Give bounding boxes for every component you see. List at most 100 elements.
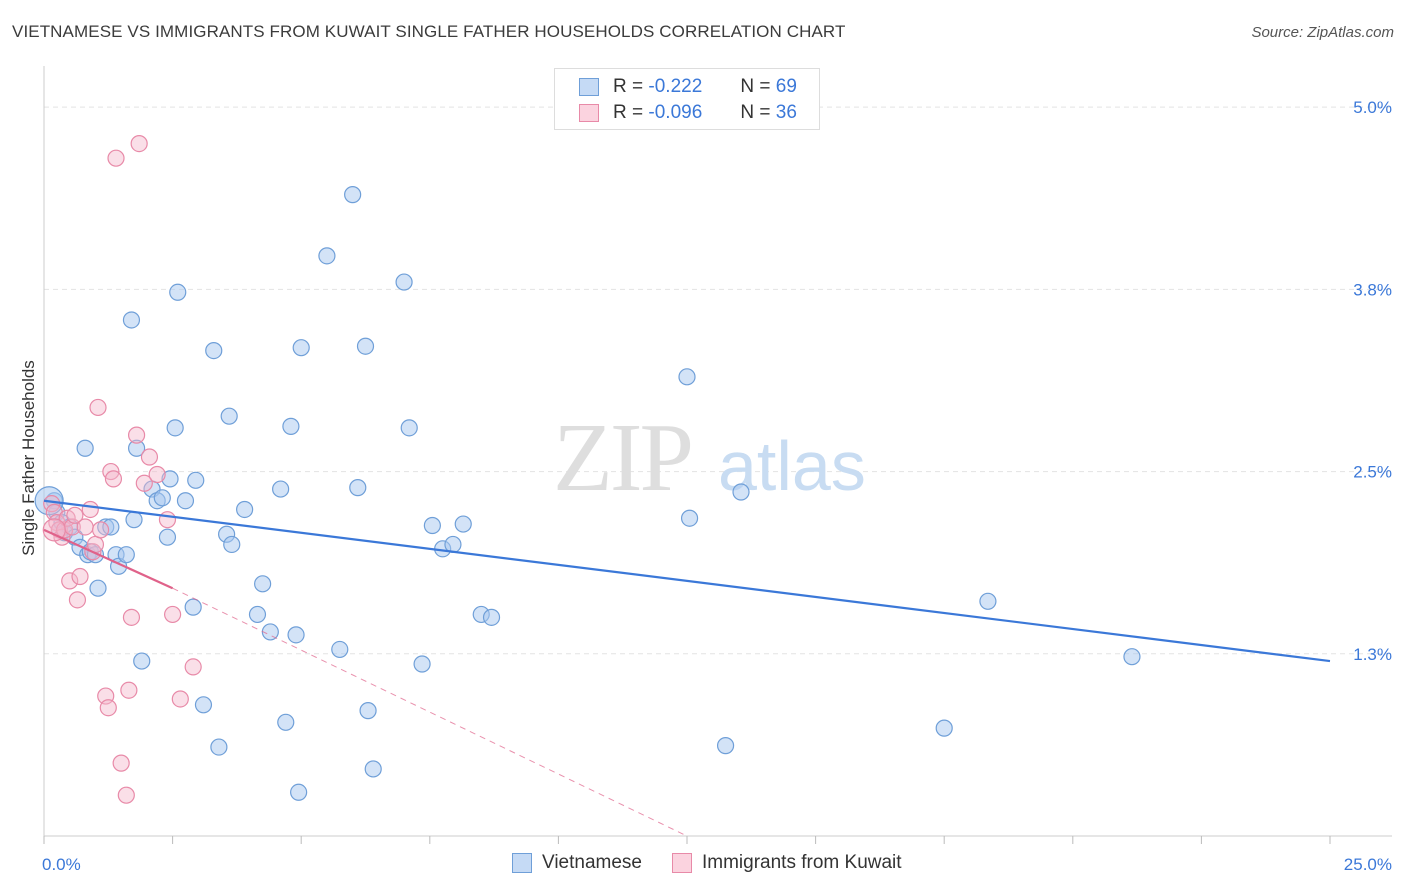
vietnamese-point bbox=[127, 439, 146, 457]
kuwait-point bbox=[171, 690, 189, 708]
vietnamese-point bbox=[169, 283, 187, 301]
grid-layer bbox=[44, 106, 1392, 655]
vietnamese-point bbox=[187, 471, 205, 489]
vietnamese-point bbox=[220, 407, 238, 425]
legend-r-value-kuwait: -0.096 bbox=[648, 102, 703, 123]
vietnamese-point bbox=[318, 247, 336, 265]
kuwait-point bbox=[104, 470, 123, 488]
kuwait-point bbox=[81, 500, 99, 519]
chart-source: Source: ZipAtlas.com bbox=[1251, 24, 1394, 41]
vietnamese-point bbox=[282, 417, 300, 435]
kuwait-trend-extension bbox=[172, 587, 688, 837]
vietnamese-point bbox=[935, 719, 953, 737]
y-axis-label: Single Father Households bbox=[19, 360, 38, 556]
series-label-vietnamese: Vietnamese bbox=[542, 852, 642, 873]
chart-title: VIETNAMESE VS IMMIGRANTS FROM KUWAIT SIN… bbox=[12, 22, 846, 41]
series-legend-vietnamese[interactable]: Vietnamese bbox=[512, 852, 642, 874]
trend-lines bbox=[43, 499, 1331, 837]
kuwait-point bbox=[184, 658, 202, 676]
vietnamese-point bbox=[287, 626, 305, 644]
vietnamese-point bbox=[248, 605, 267, 624]
legend-n-value-kuwait: 36 bbox=[775, 102, 797, 123]
series-swatch-vietnamese bbox=[512, 853, 532, 873]
vietnamese-point bbox=[161, 470, 179, 488]
kuwait-point bbox=[158, 511, 177, 529]
axis-layer bbox=[43, 66, 1392, 844]
kuwait-point bbox=[130, 134, 148, 153]
series-legend: Vietnamese Immigrants from Kuwait bbox=[512, 852, 932, 874]
vietnamese-point bbox=[205, 341, 223, 360]
y-tick-label: 1.3% bbox=[1353, 645, 1392, 664]
vietnamese-point bbox=[236, 500, 254, 519]
vietnamese-point bbox=[290, 783, 308, 801]
kuwait-trend-line bbox=[43, 528, 174, 590]
kuwait-point bbox=[42, 518, 66, 542]
y-tick-label: 5.0% bbox=[1353, 98, 1392, 117]
vietnamese-point bbox=[349, 479, 367, 497]
vietnamese-point bbox=[153, 489, 171, 507]
legend-row-vietnamese: R = -0.222 N = 69 bbox=[579, 74, 797, 100]
vietnamese-point bbox=[184, 598, 202, 616]
vietnamese-point bbox=[89, 579, 107, 597]
vietnamese-point bbox=[364, 760, 382, 778]
legend-n-value-vietnamese: 69 bbox=[775, 76, 797, 97]
series-legend-kuwait[interactable]: Immigrants from Kuwait bbox=[672, 852, 902, 874]
kuwait-point bbox=[148, 465, 166, 484]
x-tick-label-min: 0.0% bbox=[42, 855, 81, 874]
kuwait-point bbox=[135, 474, 153, 492]
legend-swatch-vietnamese bbox=[579, 78, 599, 96]
legend-row-kuwait: R = -0.096 N = 36 bbox=[579, 100, 797, 126]
legend-r-value-vietnamese: -0.222 bbox=[648, 76, 703, 97]
vietnamese-point bbox=[678, 368, 696, 386]
vietnamese-point bbox=[454, 515, 472, 533]
watermark-zip: ZIP bbox=[553, 404, 691, 512]
vietnamese-point bbox=[423, 516, 441, 535]
kuwait-point bbox=[112, 754, 130, 772]
vietnamese-point bbox=[413, 655, 431, 673]
kuwait-point bbox=[140, 448, 159, 466]
kuwait-point bbox=[120, 681, 138, 699]
vietnamese-point bbox=[223, 535, 241, 554]
kuwait-point bbox=[66, 506, 84, 524]
vietnamese-point bbox=[979, 592, 997, 610]
vietnamese-point bbox=[102, 518, 120, 536]
legend-r-label: R = bbox=[613, 102, 644, 123]
kuwait-point bbox=[122, 608, 141, 626]
vietnamese-point bbox=[254, 575, 272, 593]
kuwait-point bbox=[107, 149, 125, 167]
series-swatch-kuwait bbox=[672, 853, 692, 873]
series-label-kuwait: Immigrants from Kuwait bbox=[702, 852, 902, 873]
vietnamese-point bbox=[194, 696, 213, 714]
tick-labels: 1.3% 2.5% 3.8% 5.0% 0.0% 25.0% bbox=[42, 98, 1392, 874]
vietnamese-point bbox=[166, 419, 184, 437]
vietnamese-point bbox=[716, 737, 735, 755]
y-tick-label: 3.8% bbox=[1353, 280, 1392, 299]
kuwait-point bbox=[127, 426, 146, 444]
legend-n-label: N = bbox=[740, 102, 771, 123]
vietnamese-point bbox=[76, 439, 94, 457]
vietnamese-point bbox=[331, 640, 349, 659]
correlation-legend: R = -0.222 N = 69 R = -0.096 N = 36 bbox=[554, 68, 820, 130]
kuwait-point bbox=[61, 572, 79, 590]
kuwait-point bbox=[68, 591, 87, 609]
kuwait-point bbox=[71, 567, 89, 586]
vietnamese-point bbox=[176, 492, 195, 510]
vietnamese-point bbox=[400, 419, 418, 437]
vietnamese-points bbox=[34, 186, 1141, 801]
x-tick-label-max: 25.0% bbox=[1344, 855, 1392, 874]
kuwait-point bbox=[89, 398, 107, 417]
vietnamese-point bbox=[133, 652, 151, 670]
legend-n-label: N = bbox=[740, 76, 771, 97]
watermark: ZIP atlas bbox=[553, 404, 866, 512]
vietnamese-point bbox=[117, 546, 135, 564]
legend-swatch-kuwait bbox=[579, 104, 599, 122]
vietnamese-point bbox=[125, 511, 143, 529]
vietnamese-point bbox=[122, 311, 141, 329]
kuwait-points bbox=[42, 134, 202, 804]
legend-r-label: R = bbox=[613, 76, 644, 97]
kuwait-point bbox=[76, 518, 94, 536]
vietnamese-point bbox=[356, 337, 375, 355]
vietnamese-point bbox=[680, 509, 699, 527]
vietnamese-point bbox=[210, 738, 228, 756]
